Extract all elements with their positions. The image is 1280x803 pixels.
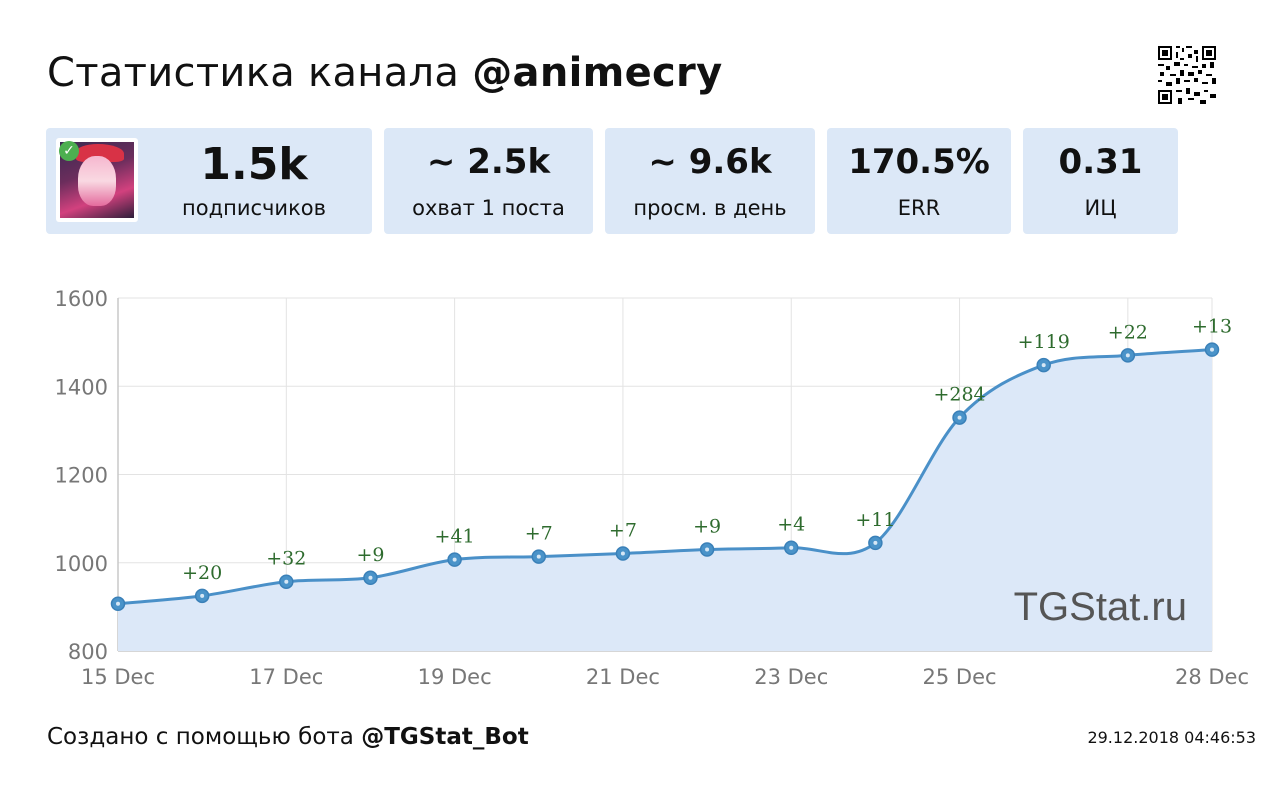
- reach-card: ~ 2.5k охват 1 поста: [384, 128, 593, 234]
- data-label: +284: [933, 384, 985, 406]
- channel-avatar: ✓: [56, 138, 138, 222]
- y-tick-label: 800: [68, 640, 108, 664]
- data-label: +4: [777, 514, 805, 536]
- x-tick-label: 23 Dec: [754, 665, 828, 689]
- data-label: +41: [435, 526, 475, 548]
- data-label: +32: [266, 548, 306, 570]
- subscribers-chart: 800 1000 1200 1400 1600 15 Dec 17 Dec 19 Dec 21 …: [55, 287, 1249, 689]
- subscribers-card: ✓ 1.5k подписчиков: [46, 128, 372, 234]
- data-point-center: [1041, 363, 1046, 368]
- data-label: +7: [525, 523, 553, 545]
- daily-views-value: ~ 9.6k: [648, 142, 772, 182]
- data-point-center: [116, 601, 120, 606]
- title-prefix: Статистика канала: [47, 50, 460, 96]
- data-point-center: [452, 557, 457, 562]
- err-card: 170.5% ERR: [827, 128, 1011, 234]
- data-point-center: [1125, 353, 1130, 358]
- data-point-center: [789, 545, 794, 550]
- y-tick-label: 1000: [55, 552, 108, 576]
- channel-name: @animecry: [472, 50, 723, 96]
- data-point-center: [368, 575, 373, 580]
- data-label: +11: [855, 509, 895, 531]
- data-point-center: [1210, 347, 1214, 352]
- daily-views-card: ~ 9.6k просм. в день: [605, 128, 815, 234]
- y-tick-label: 1200: [55, 464, 108, 488]
- data-label: +13: [1192, 316, 1232, 338]
- err-label: ERR: [897, 196, 941, 220]
- data-point-center: [536, 554, 541, 559]
- data-point-center: [620, 551, 625, 556]
- data-label: +20: [182, 562, 222, 584]
- citation-index-label: ИЦ: [1084, 196, 1117, 220]
- citation-index-card: 0.31 ИЦ: [1023, 128, 1178, 234]
- data-point-center: [200, 593, 205, 598]
- data-point-center: [873, 540, 878, 545]
- x-tick-label: 17 Dec: [249, 665, 323, 689]
- citation-index-value: 0.31: [1058, 142, 1143, 182]
- data-label: +22: [1108, 321, 1148, 343]
- data-label: +9: [356, 544, 384, 566]
- subscribers-value: 1.5k: [200, 139, 308, 190]
- area-fill: [118, 349, 1212, 651]
- reach-value: ~ 2.5k: [426, 142, 551, 182]
- page-title: Статистика канала @animecry: [47, 50, 722, 96]
- data-label: +7: [609, 519, 637, 541]
- x-tick-label: 19 Dec: [418, 665, 492, 689]
- data-point-center: [957, 415, 962, 420]
- check-badge-icon: ✓: [59, 141, 79, 161]
- reach-label: охват 1 поста: [412, 196, 565, 220]
- watermark: TGStat.ru: [1014, 585, 1187, 629]
- data-point-center: [284, 579, 289, 584]
- series-line: [117, 348, 1213, 606]
- y-tick-label: 1400: [55, 375, 108, 399]
- footer-text: Создано с помощью бота: [47, 724, 354, 750]
- y-tick-label: 1600: [55, 287, 108, 311]
- x-tick-label: 21 Dec: [586, 665, 660, 689]
- x-tick-label: 15 Dec: [81, 665, 155, 689]
- footer-credit: Создано с помощью бота @TGStat_Bot: [47, 724, 529, 750]
- qr-code-icon: [1158, 46, 1216, 104]
- data-label: +9: [693, 516, 721, 538]
- timestamp: 29.12.2018 04:46:53: [1087, 728, 1256, 747]
- x-tick-label: 28 Dec: [1175, 665, 1249, 689]
- bot-link[interactable]: @TGStat_Bot: [361, 724, 529, 750]
- subscribers-label: подписчиков: [182, 196, 326, 220]
- daily-views-label: просм. в день: [633, 196, 787, 220]
- data-label: +119: [1018, 331, 1070, 353]
- x-tick-label: 25 Dec: [923, 665, 997, 689]
- data-point-center: [705, 547, 710, 552]
- err-value: 170.5%: [848, 142, 990, 182]
